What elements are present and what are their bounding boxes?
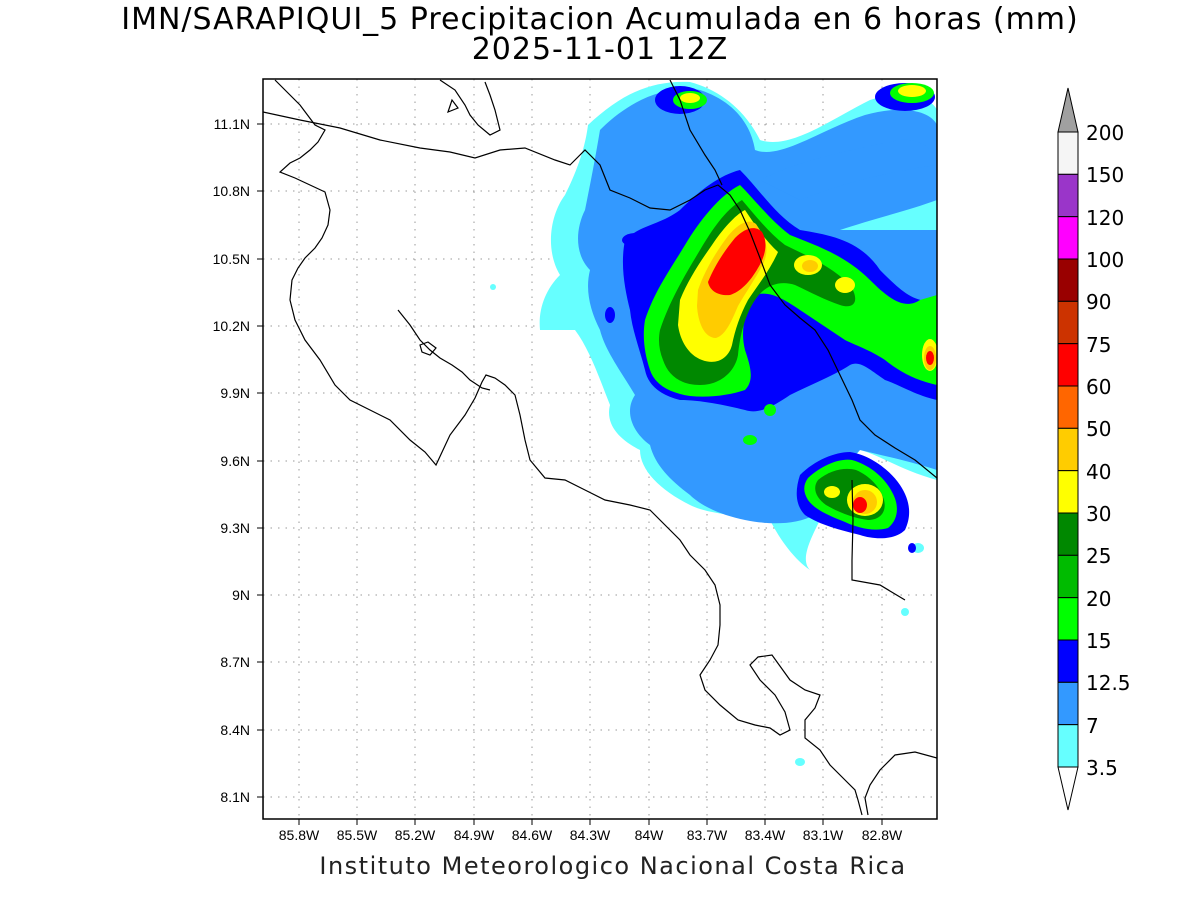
colorbar-label: 90 bbox=[1086, 290, 1111, 314]
lon-label: 84.9W bbox=[454, 827, 495, 843]
colorbar-over-arrow bbox=[1057, 87, 1079, 133]
lon-label: 85.5W bbox=[337, 827, 378, 843]
lon-label: 84.3W bbox=[570, 827, 611, 843]
colorbar-swatch bbox=[1057, 300, 1079, 345]
map-valid-time: 2025-11-01 12Z bbox=[471, 32, 729, 67]
colorbar-label: 25 bbox=[1086, 544, 1111, 568]
colorbar-label: 100 bbox=[1086, 248, 1124, 272]
lon-label: 83.1W bbox=[803, 827, 844, 843]
lat-label: 9.6N bbox=[220, 453, 250, 469]
lat-label: 11.1N bbox=[214, 116, 250, 132]
colorbar-swatch bbox=[1057, 512, 1079, 556]
colorbar: 200 150 120 100 90 75 60 50 40 30 25 20 … bbox=[1057, 87, 1131, 811]
precip-layer-60mm bbox=[708, 228, 934, 513]
lat-label: 8.1N bbox=[220, 789, 250, 805]
country-borders bbox=[263, 79, 937, 601]
lon-label: 83.4W bbox=[745, 827, 786, 843]
colorbar-label: 120 bbox=[1086, 206, 1124, 230]
precipitation-field bbox=[490, 81, 937, 766]
colorbar-label: 60 bbox=[1086, 375, 1111, 399]
colorbar-swatch bbox=[1057, 173, 1079, 218]
colorbar-label: 30 bbox=[1086, 502, 1111, 526]
lon-label: 84.6W bbox=[512, 827, 553, 843]
colorbar-label: 20 bbox=[1086, 587, 1111, 611]
colorbar-swatch bbox=[1057, 554, 1079, 599]
colorbar-label: 3.5 bbox=[1086, 756, 1118, 780]
lat-label: 9N bbox=[232, 587, 250, 603]
colorbar-boxes bbox=[1057, 131, 1079, 768]
colorbar-swatch bbox=[1057, 681, 1079, 726]
colorbar-label: 75 bbox=[1086, 333, 1111, 357]
lat-label: 8.7N bbox=[220, 654, 250, 670]
lon-label: 83.7W bbox=[687, 827, 728, 843]
axis-ticks bbox=[257, 123, 883, 825]
colorbar-swatch bbox=[1057, 470, 1079, 514]
lon-label: 85.2W bbox=[395, 827, 436, 843]
lon-label: 85.8W bbox=[279, 827, 320, 843]
credit-line: Instituto Meteorologico Nacional Costa R… bbox=[319, 852, 907, 880]
colorbar-label: 15 bbox=[1086, 629, 1111, 653]
colorbar-swatch bbox=[1057, 343, 1079, 387]
lat-label: 9.3N bbox=[220, 520, 250, 536]
lat-label: 10.2N bbox=[213, 318, 250, 334]
map-frame bbox=[262, 78, 938, 820]
colorbar-labels: 200 150 120 100 90 75 60 50 40 30 25 20 … bbox=[1086, 121, 1131, 780]
colorbar-swatch bbox=[1057, 427, 1079, 472]
colorbar-swatch bbox=[1057, 385, 1079, 429]
lat-label: 9.9N bbox=[220, 385, 250, 401]
colorbar-under-arrow bbox=[1057, 766, 1079, 811]
map-title: IMN/SARAPIQUI_5 Precipitacion Acumulada … bbox=[121, 2, 1079, 37]
lon-label: 82.8W bbox=[862, 827, 903, 843]
colorbar-label: 50 bbox=[1086, 417, 1111, 441]
lat-label: 10.5N bbox=[213, 251, 250, 267]
colorbar-label: 12.5 bbox=[1086, 671, 1131, 695]
lat-label: 10.8N bbox=[213, 183, 250, 199]
colorbar-label: 200 bbox=[1086, 121, 1124, 145]
lat-label: 8.4N bbox=[220, 722, 250, 738]
coastline bbox=[263, 79, 937, 819]
colorbar-label: 7 bbox=[1086, 714, 1099, 738]
colorbar-swatch bbox=[1057, 639, 1079, 683]
colorbar-swatch bbox=[1057, 216, 1079, 260]
colorbar-label: 40 bbox=[1086, 460, 1111, 484]
colorbar-swatch bbox=[1057, 724, 1079, 768]
lon-label: 84W bbox=[635, 827, 665, 843]
colorbar-swatch bbox=[1057, 597, 1079, 641]
longitude-labels: 85.8W 85.5W 85.2W 84.9W 84.6W 84.3W 84W … bbox=[279, 827, 903, 843]
colorbar-label: 150 bbox=[1086, 163, 1124, 187]
colorbar-swatch bbox=[1057, 258, 1079, 302]
latitude-labels: 11.1N 10.8N 10.5N 10.2N 9.9N 9.6N 9.3N 9… bbox=[213, 116, 250, 805]
colorbar-swatch bbox=[1057, 131, 1079, 175]
